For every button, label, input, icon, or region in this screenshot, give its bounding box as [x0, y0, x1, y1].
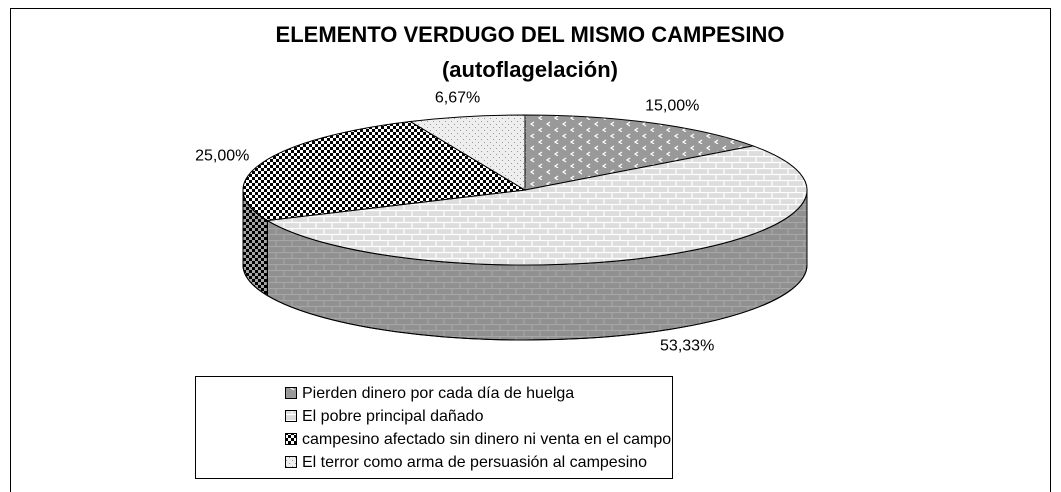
- legend-label: El terror como arma de persuasión al cam…: [302, 454, 647, 471]
- data-label: 53,33%: [660, 337, 714, 354]
- data-label: 25,00%: [195, 148, 249, 165]
- legend-swatch: [285, 410, 297, 422]
- slice: [242, 120, 527, 222]
- data-label: 15,00%: [645, 98, 699, 115]
- legend-swatch: [285, 387, 297, 399]
- slice: [408, 114, 526, 191]
- legend-label: El pobre principal dañado: [302, 408, 484, 425]
- legend-swatch: [285, 433, 297, 445]
- chart-title: ELEMENTO VERDUGO DEL MISMO CAMPESINO: [276, 22, 785, 47]
- legend-box: [195, 376, 673, 479]
- legend-label: Pierden dinero por cada día de huelga: [302, 385, 574, 402]
- data-label: 6,67%: [435, 90, 480, 107]
- slice: [524, 114, 756, 191]
- chart-subtitle: (autoflagelación): [442, 57, 618, 82]
- legend-swatch: [285, 456, 297, 468]
- slice: [265, 145, 808, 266]
- legend-label: campesino afectado sin dinero ni venta e…: [302, 431, 671, 448]
